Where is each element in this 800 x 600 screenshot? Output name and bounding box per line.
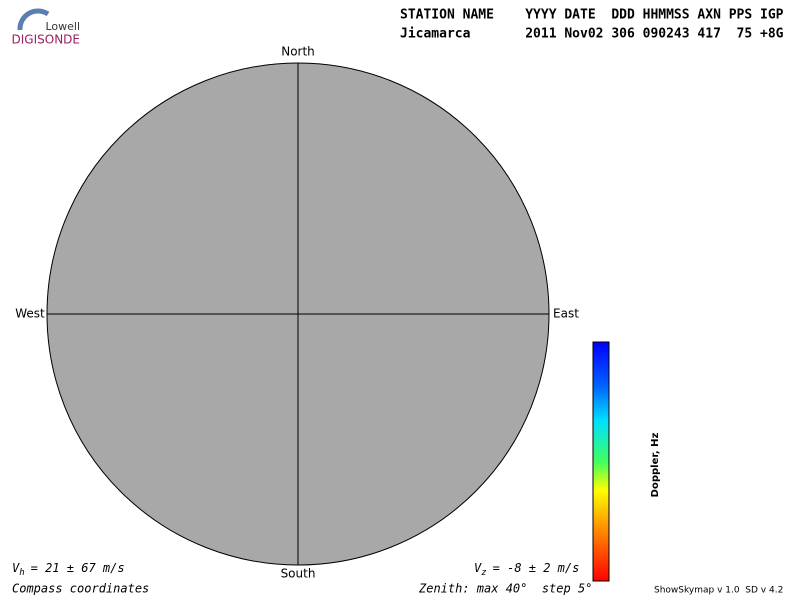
vz-text: = -8 ± 2 m/s: [493, 561, 580, 575]
vh-symbol: V: [12, 561, 20, 575]
vz-sub: z: [481, 568, 486, 578]
colorbar-title: Doppler, Hz: [650, 433, 661, 498]
dir-north: North: [281, 45, 315, 59]
version-label: ShowSkymap v 1.0 SD v 4.2: [654, 586, 783, 596]
colorbar: [592, 341, 610, 582]
dir-west: West: [15, 307, 45, 321]
vh-text: = 21 ± 67 m/s: [31, 561, 125, 575]
logo-line1: Lowell: [45, 20, 80, 33]
vh-sub: h: [19, 568, 24, 578]
header-values: Jicamarca 2011 Nov02 306 090243 417 75 +…: [400, 27, 784, 42]
vh-label: Vh = 21 ± 67 m/s: [12, 561, 125, 578]
header-columns: STATION NAME YYYY DATE DDD HHMMSS AXN PP…: [400, 8, 784, 23]
vz-symbol: V: [474, 561, 482, 575]
vz-label: Vz = -8 ± 2 m/s: [474, 561, 579, 578]
logo-line2: DIGISONDE: [12, 33, 80, 47]
dir-east: East: [553, 307, 579, 321]
dir-south: South: [281, 567, 316, 581]
logo: Lowell DIGISONDE: [12, 8, 80, 47]
logo-arc: [17, 8, 50, 31]
coords-label: Compass coordinates: [12, 582, 149, 596]
zenith-label: Zenith: max 40° step 5°: [418, 582, 592, 596]
